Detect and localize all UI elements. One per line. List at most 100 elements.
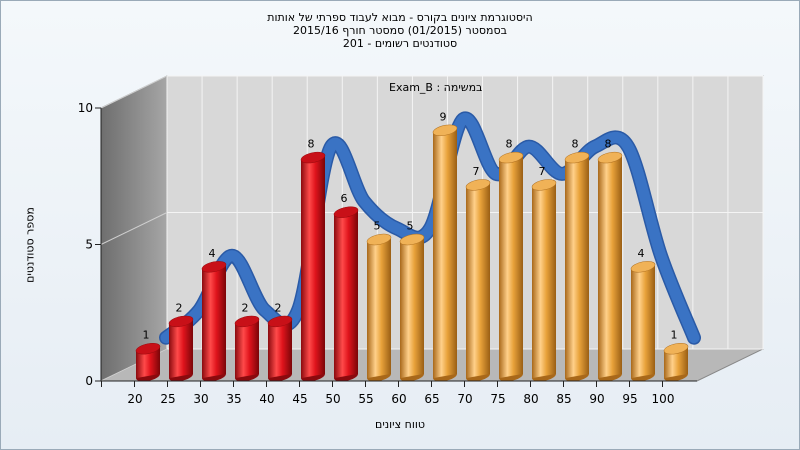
x-tick-label: 25 [160,392,175,406]
bar-body [466,182,490,379]
x-tick-label: 30 [193,392,208,406]
bar [399,233,425,382]
bar-value-label: 4 [638,247,645,260]
bar [300,151,326,382]
bar-cap [135,343,161,355]
bar-value-label: 8 [572,138,579,151]
x-tick-label: 40 [259,392,274,406]
bar-body [631,264,655,379]
x-tick-label: 45 [292,392,307,406]
title-line-1: היסטוגרמת ציונים בקורס - מבוא לעבוד ספרת… [267,11,533,24]
bar [432,124,458,382]
x-tick-label: 90 [589,392,604,406]
bar-cap [201,261,227,273]
y-axis-label: מספר סטודנטים [23,207,37,283]
y-tick-label: 0 [85,374,93,388]
bar [597,151,623,382]
bar [135,343,161,382]
distribution-curve [160,112,700,344]
bar-value-label: 9 [440,110,447,123]
bar [333,206,359,382]
bar [630,261,656,382]
x-tick-label: 50 [325,392,340,406]
bar-cap [531,179,557,191]
x-tick-label: 75 [490,392,505,406]
bar [168,315,194,382]
x-tick-label: 20 [127,392,142,406]
bar-value-label: 4 [209,247,216,260]
chart-title: היסטוגרמת ציונים בקורס - מבוא לעבוד ספרת… [0,11,800,50]
x-tick-label: 70 [457,392,472,406]
bar-cap [564,151,590,164]
bar-value-label: 2 [176,301,183,314]
bar-value-label: 6 [341,192,348,205]
bar-value-label: 2 [275,301,282,314]
bar-cap [399,233,425,246]
x-axis-label: טווח ציונים [375,418,425,431]
x-tick-label: 60 [391,392,406,406]
y-tick-label: 10 [78,101,93,115]
bar-body [433,128,457,379]
bar-body [367,237,391,379]
bar-cap [168,315,194,328]
bar [531,179,557,382]
x-tick-label: 85 [556,392,571,406]
bar-value-label: 1 [671,329,678,342]
bar-body [268,319,292,379]
bar-value-label: 8 [605,138,612,151]
y-tick-label: 5 [85,238,93,252]
grid-line-side [100,212,168,245]
bar [498,151,524,382]
bar-value-label: 1 [143,329,150,342]
bar-value-label: 7 [473,165,480,178]
bar-body [499,155,523,379]
task-annotation: במשימה : Exam_B [389,81,483,94]
bar [366,233,392,382]
x-tick-label: 55 [358,392,373,406]
bar-value-label: 7 [539,165,546,178]
title-line-2: בסמסטר (01/2015) סמסטר חורף 2015/16 [293,24,507,37]
title-line-3: סטודנטים רשומים - 201 [342,37,458,50]
bar [465,179,491,382]
bar-cap [498,151,524,164]
bar-cap [630,261,656,273]
x-tick-label: 100 [652,392,675,406]
bar-body [136,346,160,379]
bar-cap [663,343,689,355]
bar-cap [267,315,293,328]
bar-body [334,210,358,379]
bar [267,315,293,382]
bar-body [169,319,193,379]
bar [201,261,227,382]
bar-cap [597,151,623,164]
bar-value-label: 8 [506,138,513,151]
grid-line-side [100,75,168,109]
x-tick-label: 80 [523,392,538,406]
plot-floor [100,348,764,382]
bar [234,315,260,382]
bar [663,343,689,382]
bar-body [400,237,424,379]
bar-cap [465,179,491,191]
bar-value-label: 2 [242,301,249,314]
x-tick-label: 35 [226,392,241,406]
bar-cap [333,206,359,218]
bar-body [664,346,688,379]
bar [564,151,590,382]
bar-value-label: 8 [308,138,315,151]
bar-body [202,264,226,379]
bar-body [301,155,325,379]
bar-cap [366,233,392,246]
bar-cap [432,124,458,136]
bar-cap [234,315,260,328]
bar-cap [300,151,326,164]
bar-value-label: 5 [407,220,414,233]
bar-body [532,182,556,379]
x-tick-label: 65 [424,392,439,406]
bar-body [598,155,622,379]
x-tick-label: 95 [622,392,637,406]
bar-value-label: 5 [374,220,381,233]
bar-body [235,319,259,379]
bar-body [565,155,589,379]
